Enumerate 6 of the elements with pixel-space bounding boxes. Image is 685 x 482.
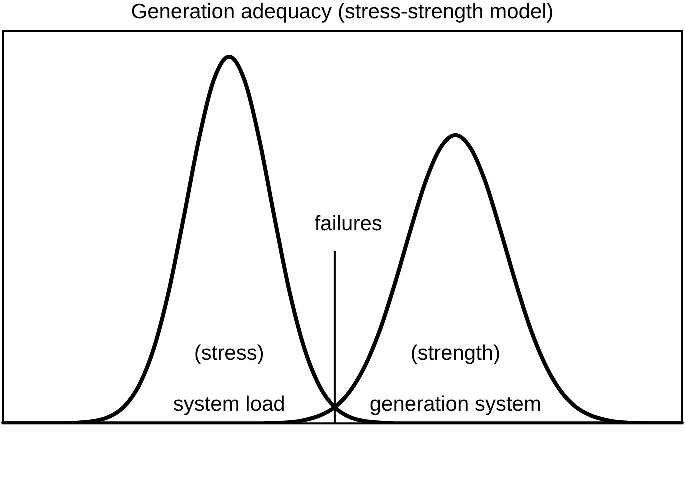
annotation: system load xyxy=(173,392,286,416)
chart-title: Generation adequacy (stress-strength model) xyxy=(131,0,554,24)
annotation: (strength) xyxy=(410,342,501,365)
annotation: failures xyxy=(314,212,382,236)
annotation: (stress) xyxy=(194,342,264,365)
annotation: generation system xyxy=(370,392,542,416)
